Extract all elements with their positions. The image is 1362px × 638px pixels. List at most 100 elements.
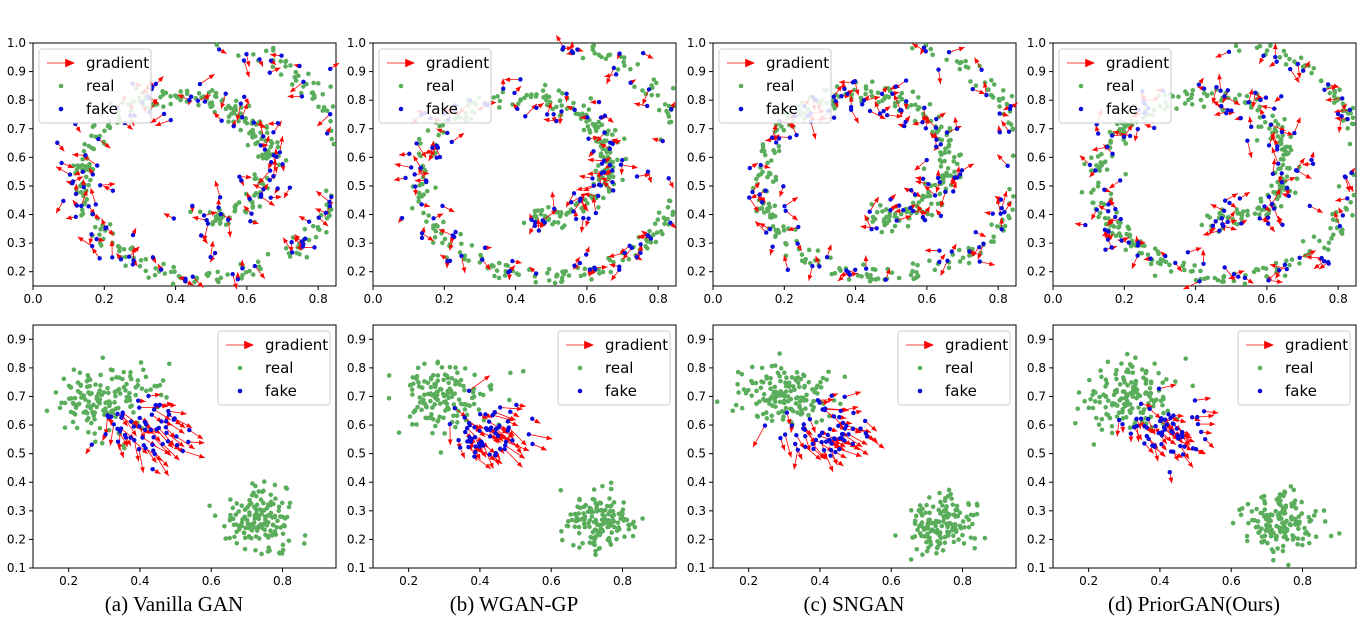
- real-point: [577, 545, 582, 550]
- real-point: [791, 384, 796, 389]
- real-point: [608, 486, 614, 492]
- real-point: [864, 272, 870, 277]
- real-point: [158, 392, 164, 398]
- real-point: [458, 377, 464, 383]
- real-point: [739, 371, 745, 377]
- real-point: [814, 419, 819, 425]
- gradient-arrow-head: [89, 167, 95, 175]
- fake-point: [1307, 203, 1312, 209]
- fake-point: [584, 252, 589, 257]
- real-point: [957, 247, 962, 253]
- y-tick-label: 1.0: [687, 36, 706, 50]
- fake-point: [267, 70, 272, 75]
- fake-point: [554, 118, 559, 124]
- subplot-bottom-2: 0.2 0.4 0.6 0.80.10.20.30.40.50.60.70.80.9 g…: [687, 324, 1017, 588]
- real-point: [750, 185, 756, 191]
- real-point: [582, 524, 588, 530]
- real-point: [1097, 400, 1103, 405]
- real-point: [938, 164, 944, 169]
- gradient-arrow-head: [514, 443, 522, 448]
- real-point: [1284, 258, 1289, 264]
- fake-point: [1213, 219, 1218, 224]
- gradient-arrow-head: [590, 99, 596, 105]
- gradient-arrow-head: [414, 178, 421, 183]
- fake-point: [591, 183, 596, 188]
- real-point: [330, 104, 336, 109]
- real-point: [912, 534, 918, 539]
- real-point: [882, 216, 887, 222]
- real-point: [754, 388, 759, 394]
- gradient-arrow-head: [198, 440, 205, 445]
- fake-point: [118, 257, 124, 262]
- real-point: [1199, 222, 1205, 228]
- real-point: [576, 530, 582, 536]
- real-point: [761, 392, 767, 397]
- gradient-arrow-head: [550, 191, 556, 198]
- fake-point: [879, 91, 885, 96]
- real-point: [228, 105, 233, 111]
- real-point: [652, 221, 658, 227]
- fake-point: [836, 423, 841, 428]
- real-point: [472, 372, 477, 378]
- real-point: [1215, 277, 1221, 283]
- fake-point: [103, 431, 108, 437]
- real-point: [244, 120, 250, 126]
- real-point: [818, 380, 823, 385]
- fake-point: [1295, 61, 1301, 67]
- legend-fake-marker: [237, 388, 243, 394]
- x-tick-label: 0.4: [1186, 292, 1205, 306]
- real-point: [966, 524, 972, 530]
- real-point: [777, 392, 783, 397]
- real-point: [893, 533, 898, 538]
- fake-point: [757, 192, 762, 197]
- fake-point: [599, 161, 605, 166]
- gradient-arrow-head: [596, 136, 602, 142]
- subplot-bottom-0: 0.2 0.4 0.6 0.80.10.20.30.40.50.60.70.80.9 g…: [7, 324, 337, 588]
- gradient-arrow-head: [1195, 247, 1202, 252]
- real-point: [1168, 269, 1174, 274]
- real-point: [532, 208, 538, 214]
- real-point: [458, 231, 463, 237]
- legend-fake-marker: [577, 388, 583, 394]
- fake-point: [610, 180, 615, 185]
- real-point: [1283, 144, 1288, 150]
- fake-point: [1135, 126, 1140, 132]
- gradient-arrow-head: [91, 247, 98, 254]
- real-point: [913, 513, 919, 519]
- fake-point: [1117, 178, 1123, 183]
- real-point: [1099, 151, 1104, 157]
- real-point: [1167, 262, 1172, 268]
- real-point: [416, 199, 421, 204]
- real-point: [909, 45, 915, 51]
- gradient-arrow-head: [516, 406, 523, 412]
- fake-point: [487, 452, 492, 457]
- fake-point: [1325, 82, 1331, 87]
- fake-point: [908, 187, 914, 193]
- real-point: [265, 535, 271, 540]
- y-tick-label: 0.4: [347, 208, 366, 222]
- real-point: [930, 129, 936, 135]
- real-point: [286, 538, 292, 544]
- fake-point: [823, 439, 829, 444]
- real-point: [1129, 363, 1134, 369]
- real-point: [951, 533, 956, 538]
- real-point: [771, 147, 776, 153]
- fake-point: [1276, 267, 1282, 273]
- fake-point: [510, 258, 515, 264]
- fake-point: [949, 249, 954, 254]
- fake-point: [271, 174, 276, 179]
- fake-point: [1163, 253, 1168, 259]
- x-tick-label: 0.4: [1150, 574, 1169, 588]
- gradient-arrow-head: [494, 453, 501, 460]
- real-point: [1182, 267, 1187, 273]
- y-tick-label: 1.0: [347, 36, 366, 50]
- fake-point: [151, 448, 156, 453]
- real-point: [915, 262, 920, 268]
- x-tick-label: 0.6: [577, 292, 596, 306]
- gradient-arrow-head: [1102, 230, 1109, 237]
- real-point: [1275, 134, 1281, 139]
- real-point: [596, 124, 601, 130]
- real-point: [916, 105, 922, 110]
- y-tick-label: 0.4: [7, 475, 26, 489]
- real-point: [491, 95, 496, 100]
